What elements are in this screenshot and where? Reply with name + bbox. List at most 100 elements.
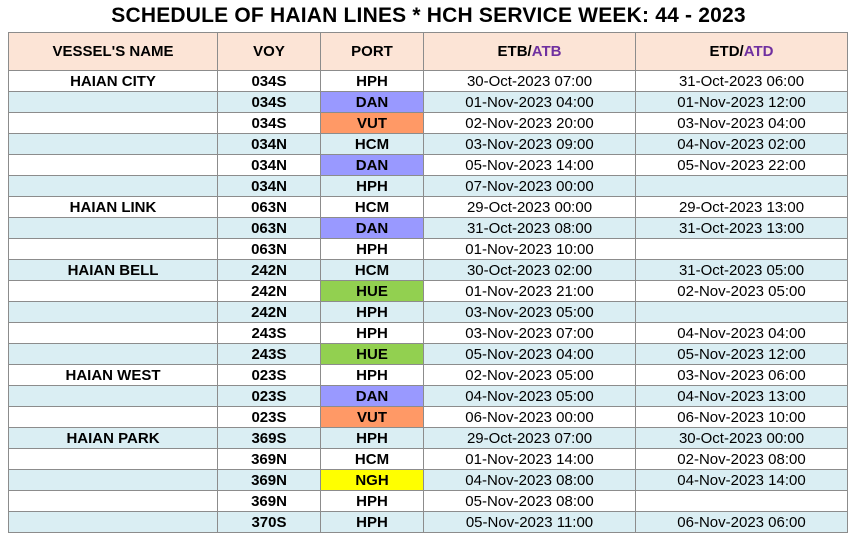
port-cell: HPH — [320, 238, 424, 260]
etd-cell — [635, 301, 848, 323]
table-row: HAIAN WEST 023S HPH 02-Nov-2023 05:00 03-Nov… — [8, 364, 848, 386]
etb-cell: 03-Nov-2023 09:00 — [423, 133, 636, 155]
table-row: 023S VUT 06-Nov-2023 00:00 06-Nov-2023 10:0… — [8, 406, 848, 428]
etd-cell — [635, 238, 848, 260]
voy-cell: 023S — [217, 364, 321, 386]
header-etd: ETD — [709, 43, 740, 60]
voy-cell: 034S — [217, 112, 321, 134]
etb-cell: 29-Oct-2023 07:00 — [423, 427, 636, 449]
vessel-name-cell — [8, 133, 218, 155]
port-cell: HPH — [320, 175, 424, 197]
port-cell: DAN — [320, 91, 424, 113]
header-vessel-name: VESSEL'S NAME — [8, 32, 218, 71]
voy-cell: 242N — [217, 301, 321, 323]
voy-cell: 369S — [217, 427, 321, 449]
vessel-name-cell: HAIAN PARK — [8, 427, 218, 449]
port-cell: HPH — [320, 427, 424, 449]
vessel-name-cell — [8, 469, 218, 491]
voy-cell: 034N — [217, 175, 321, 197]
table-row: 034N HPH 07-Nov-2023 00:00 — [8, 175, 848, 197]
voy-cell: 369N — [217, 448, 321, 470]
etd-cell: 31-Oct-2023 05:00 — [635, 259, 848, 281]
etb-cell: 01-Nov-2023 21:00 — [423, 280, 636, 302]
port-cell: HPH — [320, 301, 424, 323]
table-row: 369N HPH 05-Nov-2023 08:00 — [8, 490, 848, 512]
vessel-name-cell — [8, 112, 218, 134]
etb-cell: 02-Nov-2023 05:00 — [423, 364, 636, 386]
port-cell: HUE — [320, 343, 424, 365]
port-cell: HPH — [320, 364, 424, 386]
port-cell: VUT — [320, 112, 424, 134]
header-row: VESSEL'S NAME VOY PORT ETB/ATB ETD/ATD — [8, 32, 848, 71]
table-row: 034N DAN 05-Nov-2023 14:00 05-Nov-2023 22:0… — [8, 154, 848, 176]
page-title: SCHEDULE OF HAIAN LINES * HCH SERVICE WE… — [111, 4, 746, 27]
vessel-name-cell — [8, 217, 218, 239]
etb-cell: 31-Oct-2023 08:00 — [423, 217, 636, 239]
table-row: 242N HUE 01-Nov-2023 21:00 02-Nov-2023 05:0… — [8, 280, 848, 302]
vessel-name-cell — [8, 175, 218, 197]
etd-cell: 03-Nov-2023 06:00 — [635, 364, 848, 386]
etd-cell: 04-Nov-2023 04:00 — [635, 322, 848, 344]
port-cell: HCM — [320, 259, 424, 281]
etb-cell: 04-Nov-2023 05:00 — [423, 385, 636, 407]
schedule-table: VESSEL'S NAME VOY PORT ETB/ATB ETD/ATD H… — [8, 32, 848, 533]
header-port: PORT — [320, 32, 424, 71]
port-cell: HCM — [320, 196, 424, 218]
port-cell: VUT — [320, 406, 424, 428]
voy-cell: 023S — [217, 385, 321, 407]
port-cell: HPH — [320, 511, 424, 533]
voy-cell: 063N — [217, 238, 321, 260]
vessel-name-cell — [8, 301, 218, 323]
etb-cell: 07-Nov-2023 00:00 — [423, 175, 636, 197]
etd-cell: 29-Oct-2023 13:00 — [635, 196, 848, 218]
vessel-name-cell — [8, 448, 218, 470]
vessel-name-cell: HAIAN CITY — [8, 70, 218, 92]
table-row: 023S DAN 04-Nov-2023 05:00 04-Nov-2023 13:0… — [8, 385, 848, 407]
port-cell: DAN — [320, 217, 424, 239]
vessel-name-cell — [8, 490, 218, 512]
table-row: 369N NGH 04-Nov-2023 08:00 04-Nov-2023 14:0… — [8, 469, 848, 491]
etd-cell: 04-Nov-2023 13:00 — [635, 385, 848, 407]
vessel-name-cell — [8, 154, 218, 176]
etd-cell: 02-Nov-2023 08:00 — [635, 448, 848, 470]
vessel-name-cell — [8, 385, 218, 407]
voy-cell: 034S — [217, 91, 321, 113]
voy-cell: 369N — [217, 490, 321, 512]
vessel-name-cell — [8, 91, 218, 113]
etb-cell: 05-Nov-2023 14:00 — [423, 154, 636, 176]
vessel-name-cell — [8, 511, 218, 533]
etb-cell: 30-Oct-2023 02:00 — [423, 259, 636, 281]
voy-cell: 242N — [217, 280, 321, 302]
table-row: 034S DAN 01-Nov-2023 04:00 01-Nov-2023 12:0… — [8, 91, 848, 113]
table-row: 034S VUT 02-Nov-2023 20:00 03-Nov-2023 04:0… — [8, 112, 848, 134]
etd-cell: 03-Nov-2023 04:00 — [635, 112, 848, 134]
etb-cell: 05-Nov-2023 11:00 — [423, 511, 636, 533]
etb-cell: 01-Nov-2023 14:00 — [423, 448, 636, 470]
table-row: 370S HPH 05-Nov-2023 11:00 06-Nov-2023 06:0… — [8, 511, 848, 533]
table-row: HAIAN BELL 242N HCM 30-Oct-2023 02:00 31-Oct… — [8, 259, 848, 281]
etb-cell: 05-Nov-2023 04:00 — [423, 343, 636, 365]
table-row: 034N HCM 03-Nov-2023 09:00 04-Nov-2023 02:0… — [8, 133, 848, 155]
etb-cell: 30-Oct-2023 07:00 — [423, 70, 636, 92]
table-row: 243S HUE 05-Nov-2023 04:00 05-Nov-2023 12:0… — [8, 343, 848, 365]
table-row: 242N HPH 03-Nov-2023 05:00 — [8, 301, 848, 323]
etb-cell: 04-Nov-2023 08:00 — [423, 469, 636, 491]
port-cell: HUE — [320, 280, 424, 302]
etb-cell: 06-Nov-2023 00:00 — [423, 406, 636, 428]
header-voy: VOY — [217, 32, 321, 71]
voy-cell: 370S — [217, 511, 321, 533]
etb-cell: 02-Nov-2023 20:00 — [423, 112, 636, 134]
header-atd: ATD — [743, 43, 774, 60]
header-etb-separator: / — [527, 43, 532, 60]
vessel-name-cell: HAIAN LINK — [8, 196, 218, 218]
port-cell: DAN — [320, 385, 424, 407]
voy-cell: 034S — [217, 70, 321, 92]
table-row: 063N HPH 01-Nov-2023 10:00 — [8, 238, 848, 260]
port-cell: NGH — [320, 469, 424, 491]
voy-cell: 243S — [217, 343, 321, 365]
voy-cell: 034N — [217, 154, 321, 176]
table-row: 369N HCM 01-Nov-2023 14:00 02-Nov-2023 08:0… — [8, 448, 848, 470]
etb-cell: 01-Nov-2023 04:00 — [423, 91, 636, 113]
etd-cell: 04-Nov-2023 02:00 — [635, 133, 848, 155]
etd-cell: 06-Nov-2023 06:00 — [635, 511, 848, 533]
